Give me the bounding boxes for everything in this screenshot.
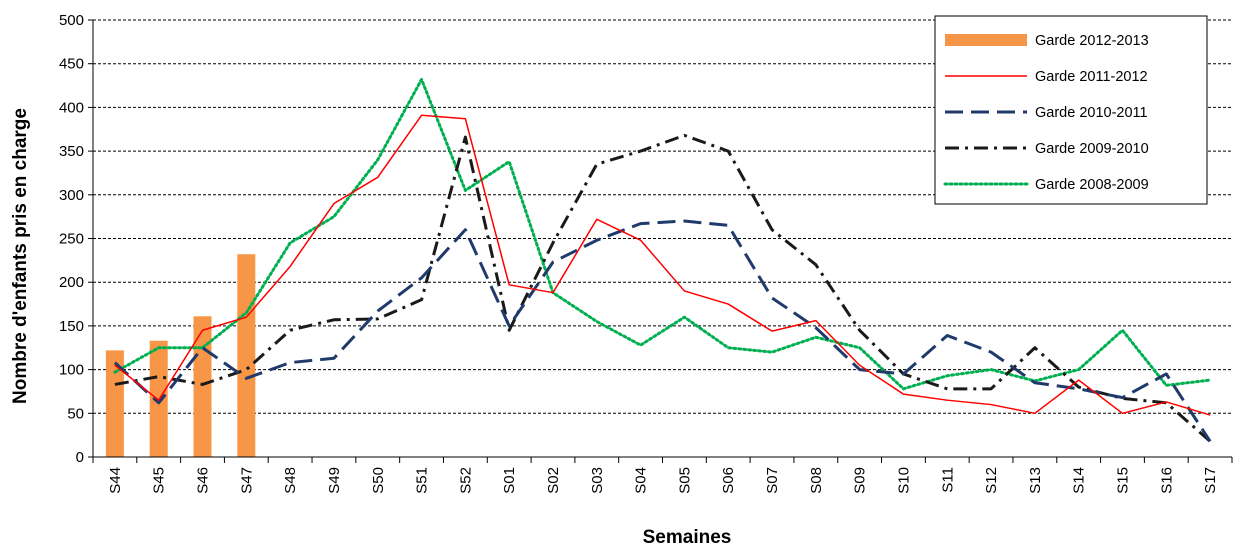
- y-tick-label: 250: [59, 231, 84, 248]
- y-axis-title: Nombre d'enfants pris en charge: [10, 108, 31, 404]
- x-tick-label: S48: [282, 467, 299, 494]
- series-line: [113, 77, 1212, 391]
- legend-label: Garde 2010-2011: [1035, 105, 1148, 121]
- series-line: [114, 133, 1212, 443]
- x-tick-label: S05: [676, 467, 693, 494]
- y-tick-label: 50: [67, 405, 84, 422]
- x-tick-label: S45: [151, 467, 168, 494]
- legend-swatch: [945, 34, 1027, 46]
- y-tick-label: 350: [59, 143, 84, 160]
- legend: Garde 2012-2013 Garde 2011-2012 Garde 2010…: [934, 15, 1208, 205]
- legend-label: Garde 2011-2012: [1035, 69, 1148, 85]
- x-tick-label: S44: [107, 467, 124, 494]
- x-axis-title: Semaines: [643, 527, 732, 548]
- legend-label: Garde 2009-2010: [1035, 141, 1149, 157]
- legend-label: Garde 2012-2013: [1035, 33, 1149, 49]
- x-tick-label: S07: [764, 467, 781, 494]
- series-line: [114, 114, 1211, 416]
- legend-label: Garde 2008-2009: [1035, 177, 1149, 193]
- y-tick-label: 400: [59, 99, 84, 116]
- y-tick-label: 100: [59, 362, 84, 379]
- series-line: [113, 219, 1212, 443]
- x-tick-label: S02: [545, 467, 562, 494]
- x-tick-label: S11: [939, 467, 956, 493]
- x-tick-label: S03: [589, 467, 606, 494]
- x-tick-label: S51: [414, 467, 431, 494]
- x-tick-label: S49: [326, 467, 343, 494]
- x-tick-label: S08: [808, 467, 825, 494]
- y-tick-label: 500: [59, 12, 84, 29]
- x-tick-label: S47: [238, 467, 255, 494]
- x-tick-label: S12: [983, 467, 1000, 494]
- x-tick-label: S14: [1071, 467, 1088, 494]
- bar: [237, 254, 256, 457]
- y-tick-label: 0: [76, 449, 84, 466]
- x-tick-labels: S44 S45 S46 S47 S48 S49 S50 S51 S52 S01 S02 S03 S04 S…: [107, 467, 1219, 494]
- x-tick-label: S16: [1158, 467, 1175, 494]
- y-tick-label: 300: [59, 187, 84, 204]
- x-tick-label: S50: [370, 467, 387, 494]
- x-tick-label: S10: [895, 467, 912, 494]
- x-tick-label: S17: [1202, 467, 1219, 494]
- bar-series: [105, 254, 256, 457]
- y-tick-label: 150: [59, 318, 84, 335]
- x-tick-label: S13: [1027, 467, 1044, 494]
- line-series: [113, 77, 1212, 443]
- bar: [105, 350, 124, 457]
- bar: [193, 316, 212, 457]
- x-tick-label: S04: [633, 467, 650, 494]
- x-tick-label: S06: [720, 467, 737, 494]
- y-tick-labels: 0 50 100 150 200 250 300 350 400 450 500: [59, 12, 84, 466]
- x-tick-label: S01: [501, 467, 518, 494]
- x-tick-label: S09: [852, 467, 869, 494]
- x-tick-label: S52: [457, 467, 474, 494]
- x-tick-label: S15: [1114, 467, 1131, 494]
- axes: [88, 19, 1233, 463]
- legend-box: [934, 15, 1208, 205]
- y-tick-label: 200: [59, 274, 84, 291]
- x-tick-label: S46: [195, 467, 212, 494]
- y-tick-label: 450: [59, 56, 84, 73]
